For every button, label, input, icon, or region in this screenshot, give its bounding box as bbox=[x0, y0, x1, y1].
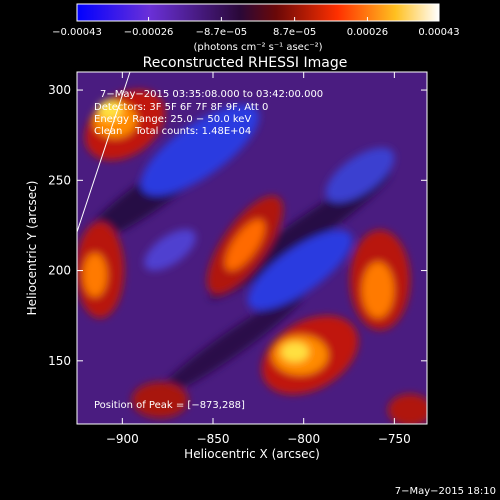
x-tick-label: −850 bbox=[197, 432, 230, 446]
solar-limb-line bbox=[77, 72, 131, 233]
colorbar-tick-label: 8.7e−05 bbox=[273, 27, 316, 38]
y-axis-ticks: 150 200 250 300 bbox=[48, 83, 427, 368]
x-tick-label: −750 bbox=[378, 432, 411, 446]
colorbar-ticks: −0.00043 −0.00026 −8.7e−05 8.7e−05 0.00026 0.… bbox=[52, 17, 460, 38]
colorbar-tick-label: −0.00043 bbox=[52, 27, 102, 38]
x-tick-label: −800 bbox=[287, 432, 320, 446]
y-tick-label: 150 bbox=[48, 354, 71, 368]
x-axis-label: Heliocentric X (arcsec) bbox=[184, 447, 320, 461]
colorbar-tick-label: 0.00043 bbox=[418, 27, 459, 38]
colorbar-tick-label: −0.00026 bbox=[124, 27, 174, 38]
chart-title: Reconstructed RHESSI Image bbox=[143, 55, 348, 71]
plot-frame bbox=[76, 71, 428, 425]
colorbar-tick-label: 0.00026 bbox=[347, 27, 388, 38]
info-line-time: 7−May−2015 03:35:08.000 to 03:42:00.000 bbox=[100, 89, 323, 100]
footer-timestamp: 7−May−2015 18:10 bbox=[395, 486, 496, 497]
x-axis-ticks: −900 −850 −800 −750 bbox=[106, 72, 411, 446]
info-block: 7−May−2015 03:35:08.000 to 03:42:00.000 … bbox=[94, 89, 323, 137]
y-axis-label: Heliocentric Y (arcsec) bbox=[25, 181, 39, 316]
peak-position-label: Position of Peak = [−873,288] bbox=[94, 400, 245, 411]
info-line-energy: Energy Range: 25.0 − 50.0 keV bbox=[94, 114, 251, 125]
x-tick-label: −900 bbox=[106, 432, 139, 446]
colorbar bbox=[76, 3, 440, 22]
colorbar-tick-label: −8.7e−05 bbox=[196, 27, 248, 38]
y-tick-label: 200 bbox=[48, 264, 71, 278]
y-tick-label: 300 bbox=[48, 83, 71, 97]
info-line-clean: Clean Total counts: 1.48E+04 bbox=[94, 126, 251, 137]
info-line-detectors: Detectors: 3F 5F 6F 7F 8F 9F, Att 0 bbox=[94, 102, 268, 113]
colorbar-unit-label: (photons cm⁻² s⁻¹ asec⁻²) bbox=[193, 42, 322, 53]
heatmap-image bbox=[77, 72, 427, 424]
y-tick-label: 250 bbox=[48, 173, 71, 187]
